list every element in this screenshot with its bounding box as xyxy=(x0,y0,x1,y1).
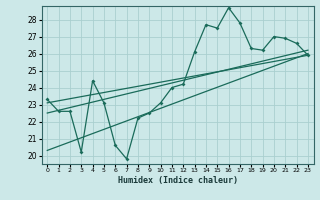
X-axis label: Humidex (Indice chaleur): Humidex (Indice chaleur) xyxy=(118,176,237,185)
